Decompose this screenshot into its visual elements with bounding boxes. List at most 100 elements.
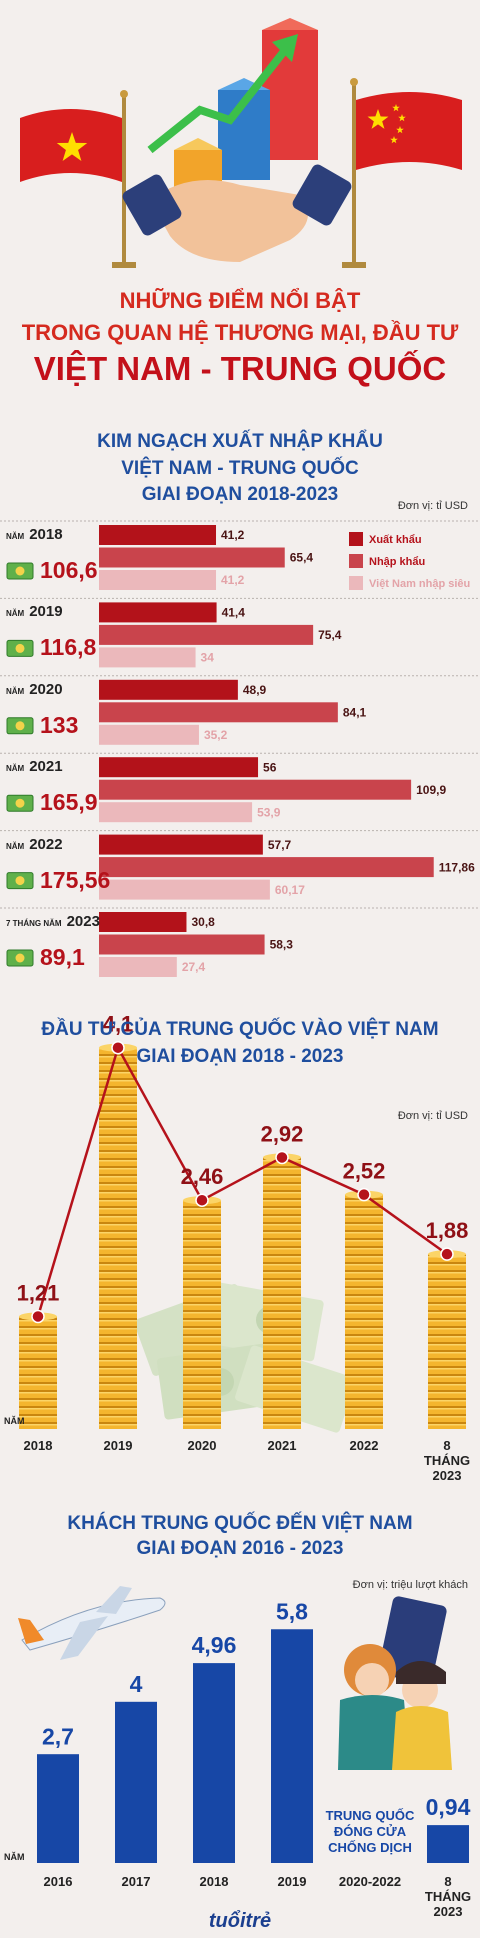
value-label: 117,86 (439, 860, 475, 874)
bar (99, 679, 238, 700)
unit-label: Đơn vị: triệu lượt khách (352, 1579, 468, 1591)
total-label: 165,9 (40, 789, 98, 816)
total-label: 116,8 (40, 634, 97, 661)
x-tick-label: 2016 (43, 1874, 73, 1889)
bar (99, 702, 338, 723)
money-icon (6, 949, 34, 967)
year: 2020 (29, 680, 63, 698)
total-label: 175,56 (40, 866, 111, 893)
x-tick-label: 2022 (349, 1438, 379, 1453)
line (36, 1044, 448, 1317)
x-tick-label: 2020-2022 (338, 1874, 402, 1889)
period-prefix: NĂM (6, 841, 25, 851)
point (357, 1187, 371, 1202)
value-label: 65,4 (290, 551, 314, 565)
value-label: 2,7 (42, 1723, 74, 1749)
value-label: 30,8 (191, 915, 215, 929)
money-decoration (134, 1280, 356, 1433)
legend-label: Nhập khẩu (369, 556, 425, 568)
annotation: TRUNG QUỐC ĐÓNG CỬA CHỐNG DỊCH (325, 1808, 415, 1855)
year: 2023 (66, 913, 100, 930)
bar (99, 570, 217, 590)
bar (37, 1754, 79, 1863)
chart-title: ĐẦU TƯ CỦA TRUNG QUỐC VÀO VIỆT NAM (41, 1019, 439, 1040)
coin-stack (183, 1200, 221, 1429)
x-tick-label: 2018 (23, 1438, 53, 1453)
point (31, 1309, 45, 1324)
value-label: 2,52 (343, 1158, 386, 1183)
airplane-illustration (18, 1586, 166, 1660)
bar (99, 757, 259, 778)
bar (271, 1629, 313, 1863)
money-icon (6, 794, 34, 812)
money-coin (15, 643, 25, 653)
value-label: 56 (263, 760, 277, 774)
chart-title: GIAI ĐOẠN 2018 - 2023 (136, 1046, 344, 1067)
year-label: NĂM 2020 (6, 681, 63, 699)
year: 2022 (29, 835, 63, 853)
bar (99, 957, 177, 977)
value-label: 4,1 (103, 1012, 134, 1037)
bar (99, 724, 199, 745)
header-illustration (20, 18, 462, 268)
value-label: 48,9 (243, 683, 267, 697)
point (195, 1193, 209, 1207)
value-label: 1,21 (17, 1280, 60, 1305)
value-label: 4,96 (192, 1632, 237, 1658)
unit-label: Đơn vị: tỉ USD (397, 1110, 468, 1122)
header-title: NHỮNG ĐIỂM NỔI BẬT (119, 288, 361, 313)
value-label: 27,4 (182, 960, 206, 974)
money-icon (6, 717, 34, 735)
period-prefix: NĂM (6, 764, 25, 774)
bar (99, 934, 265, 955)
legend-label: Việt Nam nhập siêu (369, 578, 470, 590)
x-tick-label: 2020 (187, 1438, 217, 1453)
x-tick-label: 2019 (103, 1438, 133, 1453)
money-icon (6, 562, 34, 580)
money-coin (15, 721, 25, 731)
value-label: 41,4 (222, 606, 246, 620)
value-label: 53,9 (257, 805, 281, 819)
point (440, 1247, 454, 1261)
value-label: 4 (130, 1671, 143, 1697)
year-label: NĂM 2022 (6, 836, 63, 854)
year: 2021 (29, 758, 63, 776)
x-tick-label: 2019 (277, 1874, 307, 1889)
header-title: VIỆT NAM - TRUNG QUỐC (33, 350, 447, 387)
value-label: 84,1 (343, 705, 367, 719)
legend-swatch (349, 532, 363, 546)
bar (99, 647, 196, 668)
money-coin (15, 566, 25, 576)
value-label: 41,2 (221, 573, 245, 587)
total-label: 106,6 (40, 557, 98, 583)
value-label: 109,9 (416, 783, 446, 797)
money-coin (15, 953, 25, 963)
bar (99, 779, 412, 800)
value-label: 58,3 (270, 938, 294, 952)
bar (99, 912, 187, 932)
coin-stack (19, 1316, 57, 1429)
chart-title: KIM NGẠCH XUẤT NHẬP KHẨU (97, 431, 383, 452)
value-label: 0,94 (426, 1794, 471, 1820)
money-coin (15, 798, 25, 808)
coin-stack (345, 1194, 383, 1429)
money-icon (6, 639, 34, 657)
bar (99, 857, 434, 878)
x-tick-label: 8 THÁNG 2023 (423, 1438, 471, 1483)
legend-label: Xuất khẩu (369, 534, 422, 546)
bar (193, 1663, 235, 1863)
period-prefix: NĂM (6, 532, 25, 541)
bar (99, 525, 217, 545)
x-tick-label: 2017 (121, 1874, 151, 1889)
period-prefix: 7 THÁNG NĂM (6, 919, 62, 928)
value-label: 2,92 (261, 1121, 304, 1146)
bar (99, 879, 270, 900)
bar (115, 1701, 157, 1863)
legend-swatch (349, 554, 363, 568)
total-label: 89,1 (40, 944, 85, 970)
x-axis-label: NĂM (4, 1852, 25, 1862)
bar (99, 547, 285, 568)
point (111, 1040, 125, 1055)
